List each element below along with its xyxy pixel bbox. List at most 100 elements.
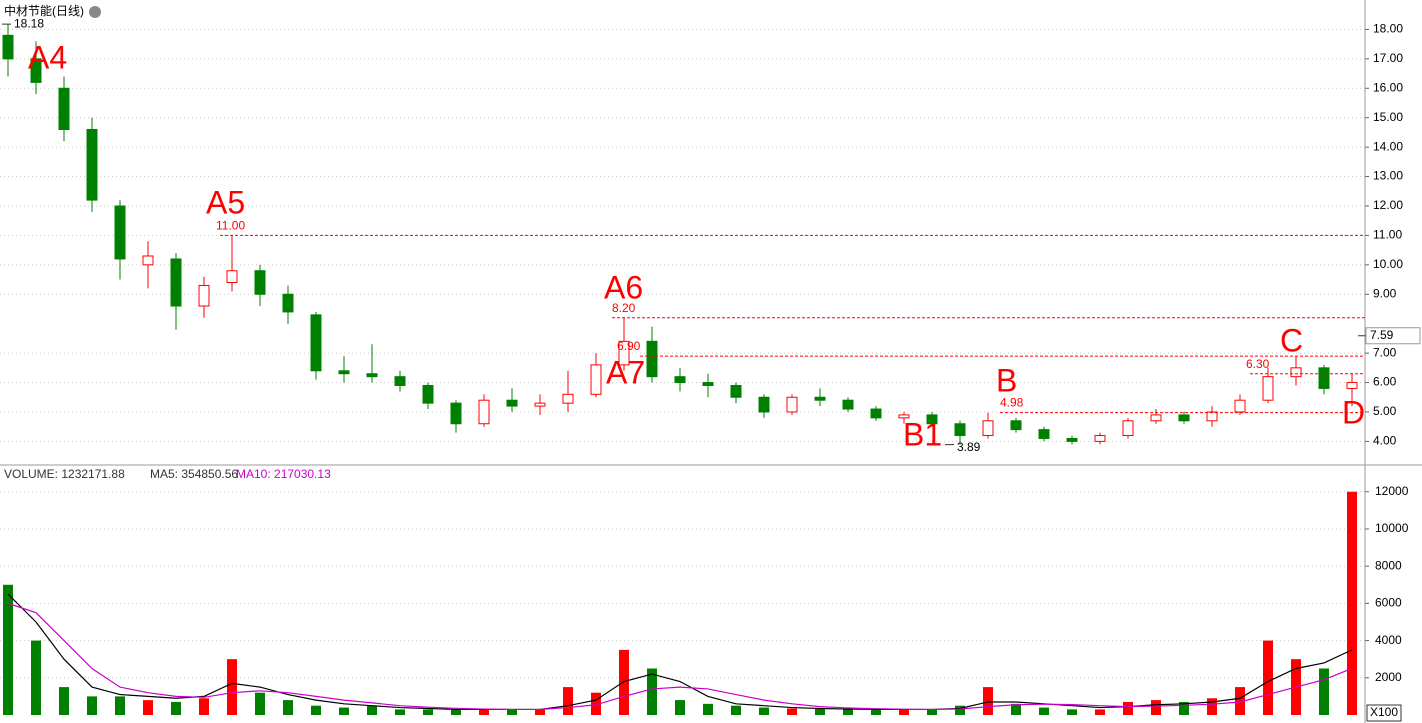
volume-bar	[1123, 701, 1133, 715]
volume-bar	[899, 709, 909, 715]
y-tick-label: 15.00	[1373, 110, 1403, 124]
candle-body	[1010, 420, 1022, 431]
annotation: B1	[903, 416, 942, 452]
annotation: A4	[28, 39, 67, 75]
candle-body	[198, 284, 210, 307]
volume-bar	[815, 708, 825, 715]
y-tick-label: 13.00	[1373, 169, 1403, 183]
y-tick-label: 11.00	[1373, 228, 1402, 242]
ma5-label: MA5: 354850.56	[150, 467, 238, 481]
y-tick-label: 16.00	[1373, 80, 1403, 94]
y-tick-label: 2000	[1375, 670, 1402, 684]
candle-body	[2, 34, 14, 60]
candle-body	[842, 399, 854, 410]
annotation: C	[1280, 322, 1303, 358]
candle-body	[366, 373, 378, 378]
candle-body	[1094, 435, 1106, 442]
price-label: 18.18	[14, 16, 44, 30]
candle-body	[1066, 437, 1078, 442]
volume-bar	[535, 709, 545, 715]
candle-body	[1122, 420, 1134, 437]
volume-bar	[647, 668, 657, 715]
y-tick-label: 7.00	[1373, 345, 1397, 359]
volume-bar	[927, 709, 937, 715]
y-tick-label: 4.00	[1373, 434, 1397, 448]
volume-bar	[367, 705, 377, 715]
level-label: 8.20	[612, 301, 636, 315]
candle-body	[814, 396, 826, 401]
candle-body	[982, 420, 994, 437]
volume-bar	[3, 584, 13, 715]
volume-bar	[423, 709, 433, 715]
volume-bar	[31, 640, 41, 715]
candle-body	[1206, 411, 1218, 422]
candle-body	[590, 364, 602, 395]
volume-bar	[171, 701, 181, 715]
y-tick-label: 18.00	[1373, 22, 1403, 36]
volume-bar	[311, 705, 321, 715]
candle-body	[870, 408, 882, 419]
candle-body	[1318, 367, 1330, 389]
annotation: A7	[606, 354, 645, 390]
candle-body	[926, 414, 938, 425]
y-tick-label: 12000	[1375, 484, 1409, 498]
volume-bar	[955, 705, 965, 715]
y-tick-label: 4000	[1375, 633, 1402, 647]
candle-body	[310, 314, 322, 372]
candle-body	[1346, 382, 1358, 389]
candle-body	[562, 393, 574, 404]
candle-body	[114, 205, 126, 260]
candle-body	[730, 384, 742, 398]
volume-bar	[59, 687, 69, 715]
y-tick-label: 9.00	[1373, 286, 1397, 300]
level-label: 11.00	[216, 219, 245, 233]
volume-bar	[1067, 709, 1077, 715]
candle-body	[394, 376, 406, 386]
volume-bar	[1319, 668, 1329, 715]
y-tick-label: 12.00	[1373, 198, 1403, 212]
candle-body	[506, 399, 518, 407]
annotation: A6	[604, 269, 643, 305]
volume-bar	[339, 707, 349, 715]
y-tick-label: 10000	[1375, 521, 1409, 535]
volume-bar	[1179, 701, 1189, 715]
candle-body	[646, 340, 658, 378]
volume-bar	[591, 692, 601, 715]
level-label: 6.30	[1246, 357, 1270, 371]
candle-body	[30, 58, 42, 83]
candle-body	[1290, 367, 1302, 378]
volume-bar	[1011, 703, 1021, 715]
volume-bar	[843, 709, 853, 715]
volume-bar	[451, 709, 461, 715]
volume-bar	[1347, 491, 1357, 715]
chart-title: 中材节能(日线)	[4, 3, 84, 18]
candle-body	[898, 414, 910, 419]
volume-bar	[507, 709, 517, 715]
volume-bar	[199, 698, 209, 715]
candle-body	[422, 384, 434, 404]
volume-title: VOLUME: 1232171.88	[4, 467, 125, 481]
volume-bar	[675, 700, 685, 715]
candle-body	[1234, 399, 1246, 413]
y-tick-label: 10.00	[1373, 257, 1403, 271]
volume-bar	[1235, 687, 1245, 715]
candle-body	[478, 399, 490, 425]
ma10-label: MA10: 217030.13	[236, 467, 331, 481]
dropdown-icon[interactable]	[89, 6, 101, 18]
candle-body	[786, 396, 798, 413]
volume-bar	[871, 709, 881, 715]
candle-body	[282, 293, 294, 313]
volume-bar	[283, 700, 293, 715]
candle-body	[86, 128, 98, 201]
annotation: A5	[206, 184, 245, 220]
y-tick-label: 8000	[1375, 558, 1402, 572]
candle-body	[226, 270, 238, 283]
y-tick-label: 17.00	[1373, 51, 1403, 65]
candle-body	[1178, 414, 1190, 422]
candle-body	[702, 382, 714, 386]
candle-body	[170, 258, 182, 307]
unit-label: X100	[1370, 705, 1398, 719]
candle-body	[1038, 429, 1050, 439]
